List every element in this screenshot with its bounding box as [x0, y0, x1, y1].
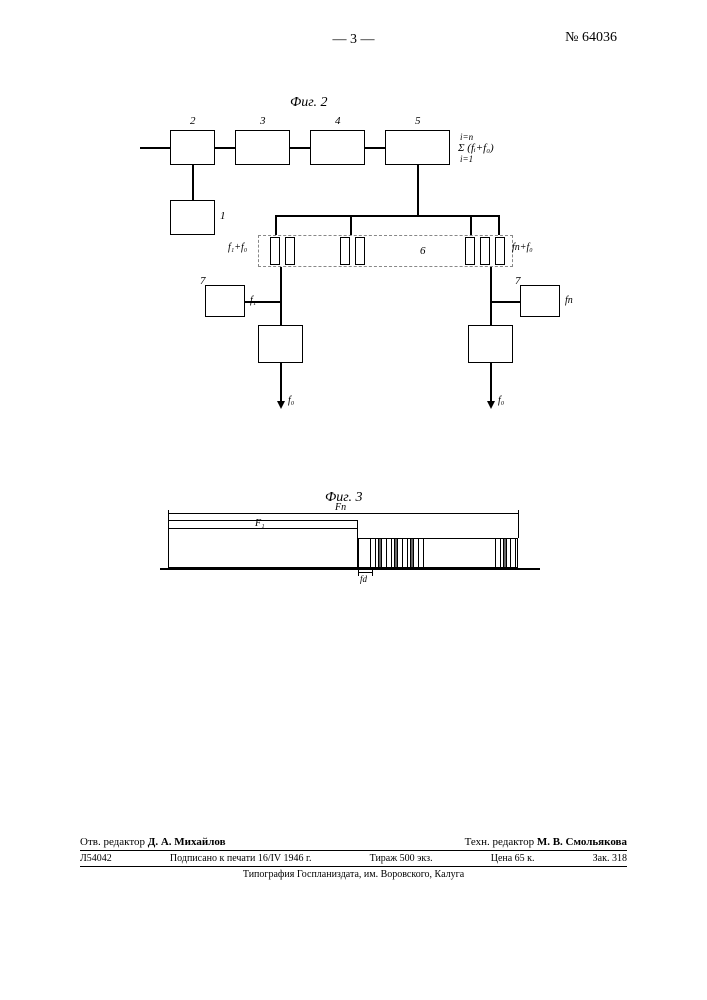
- wire: [470, 215, 472, 235]
- wire: [140, 147, 170, 149]
- label-5: 5: [415, 115, 421, 127]
- imprint-row: Л54042 Подписано к печати 16/IV 1946 г. …: [80, 853, 627, 864]
- filter-block: [355, 237, 365, 265]
- sum-main: Σ (fᵢ+f₀): [458, 142, 494, 154]
- wire: [290, 147, 310, 149]
- label-f1f0: f₁+f₀: [228, 242, 247, 253]
- wire: [215, 147, 235, 149]
- wire: [275, 215, 277, 235]
- filter-block: [340, 237, 350, 265]
- wire: [490, 363, 492, 403]
- document-number: № 64036: [565, 30, 617, 46]
- print-tirage: Тираж 500 экз.: [370, 853, 433, 864]
- spectrum-bar: [402, 538, 408, 568]
- filter-block: [480, 237, 490, 265]
- label-fnf0: fn+f₀: [512, 242, 533, 253]
- filter-block: [285, 237, 295, 265]
- block-7-right: [520, 285, 560, 317]
- dim-line: [358, 572, 372, 573]
- dim-tick: [168, 510, 169, 520]
- sum-top: i=n: [460, 132, 473, 142]
- label-2: 2: [190, 115, 196, 127]
- divider: [80, 850, 627, 851]
- fn-box: [358, 538, 518, 568]
- page-header: — 3 — № 64036: [0, 30, 707, 48]
- wire: [245, 301, 280, 303]
- label-4: 4: [335, 115, 341, 127]
- baseline: [160, 568, 540, 570]
- wire: [490, 267, 492, 325]
- spectrum-bar: [386, 538, 392, 568]
- block-4: [310, 130, 365, 165]
- print-order: Зак. 318: [593, 853, 627, 864]
- wire: [498, 215, 500, 235]
- block-1: [170, 200, 215, 235]
- typography-row: Типография Госпланиздата, им. Воровского…: [80, 869, 627, 880]
- page: — 3 — № 64036 Фиг. 2 2 3 4 5 1 i=n Σ (fᵢ…: [0, 0, 707, 1000]
- arrow-icon: [277, 401, 285, 409]
- label-1: 1: [220, 210, 226, 222]
- block-2: [170, 130, 215, 165]
- spectrum-bar: [495, 538, 501, 568]
- print-date: Подписано к печати 16/IV 1946 г.: [170, 853, 312, 864]
- editor-right: Техн. редактор М. В. Смольякова: [465, 836, 627, 848]
- print-price: Цена 65 к.: [491, 853, 535, 864]
- page-number: — 3 —: [333, 32, 375, 48]
- block-5: [385, 130, 450, 165]
- label-f0-left: f₀: [288, 395, 294, 406]
- editor-right-name: М. В. Смольякова: [537, 836, 627, 848]
- footer: Отв. редактор Д. А. Михайлов Техн. редак…: [80, 836, 627, 880]
- filter-block: [465, 237, 475, 265]
- dim-tick: [372, 568, 373, 576]
- output-block-right: [468, 325, 513, 363]
- sum-bot: i=1: [460, 154, 473, 164]
- label-7r: 7: [515, 275, 521, 287]
- spectrum-bar: [394, 538, 398, 568]
- filter-block: [270, 237, 280, 265]
- dim-tick: [358, 568, 359, 576]
- print-code: Л54042: [80, 853, 112, 864]
- fig2-title: Фиг. 2: [290, 95, 328, 111]
- editor-left-label: Отв. редактор: [80, 836, 145, 848]
- dim-line: [168, 513, 518, 514]
- label-Fn: Fn: [335, 502, 346, 513]
- label-fd: fd: [360, 574, 367, 584]
- editor-right-label: Техн. редактор: [465, 836, 535, 848]
- divider: [80, 866, 627, 867]
- label-fn: fn: [565, 295, 573, 306]
- label-f0-right: f₀: [498, 395, 504, 406]
- wire: [280, 267, 282, 325]
- block-7-left: [205, 285, 245, 317]
- wire: [192, 165, 194, 200]
- block-3: [235, 130, 290, 165]
- wire: [350, 215, 352, 235]
- output-block-left: [258, 325, 303, 363]
- wire: [417, 165, 419, 215]
- spectrum-bar: [378, 538, 382, 568]
- wire: [275, 215, 500, 217]
- editors-row: Отв. редактор Д. А. Михайлов Техн. редак…: [80, 836, 627, 848]
- wire: [280, 363, 282, 403]
- spectrum-bar: [510, 538, 516, 568]
- editor-left: Отв. редактор Д. А. Михайлов: [80, 836, 226, 848]
- label-6: 6: [420, 245, 426, 257]
- wire: [490, 301, 520, 303]
- spectrum-bar: [418, 538, 424, 568]
- editor-left-name: Д. А. Михайлов: [148, 836, 226, 848]
- spectrum-bar: [410, 538, 414, 568]
- label-7l: 7: [200, 275, 206, 287]
- arrow-icon: [487, 401, 495, 409]
- spectrum-bar: [503, 538, 507, 568]
- label-3: 3: [260, 115, 266, 127]
- spectrum-bar: [370, 538, 376, 568]
- label-F1: F₁: [255, 518, 265, 529]
- dim-tick: [518, 510, 519, 538]
- fig2-diagram: 2 3 4 5 1 i=n Σ (fᵢ+f₀) i=1: [140, 120, 560, 430]
- wire: [365, 147, 385, 149]
- fig3-diagram: Fn F₁ fd: [160, 510, 540, 590]
- filter-block: [495, 237, 505, 265]
